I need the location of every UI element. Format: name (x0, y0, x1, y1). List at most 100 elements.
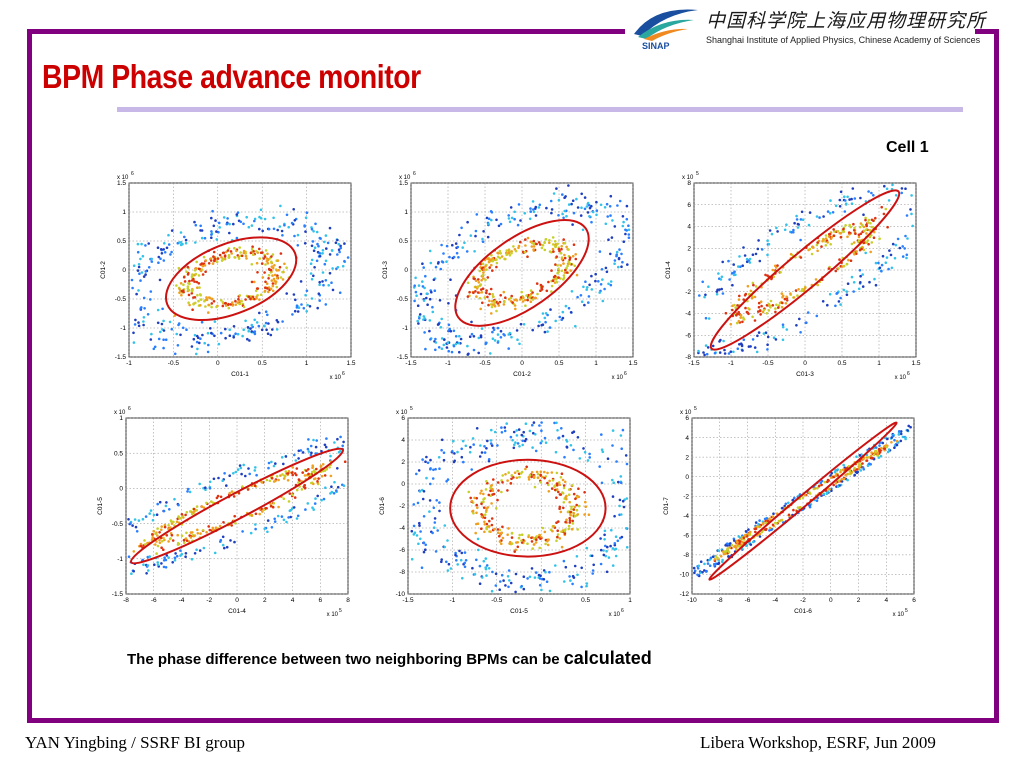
scatter-point (414, 290, 418, 294)
scatter-point (170, 229, 174, 232)
scatter-point (617, 256, 621, 260)
scatter-point (590, 274, 593, 278)
scatter-point (463, 241, 466, 245)
scatter-point (309, 272, 313, 275)
scatter-point (249, 297, 252, 300)
scatter-point (423, 286, 426, 290)
scatter-point (338, 291, 342, 294)
scatter-point (562, 486, 566, 490)
scatter-point (777, 519, 781, 523)
scatter-point (543, 330, 547, 334)
scatter-point (558, 483, 562, 487)
scatter-point (163, 523, 167, 527)
scatter-point (844, 202, 848, 205)
scatter-point (816, 241, 819, 244)
scatter-point (230, 524, 233, 527)
scatter-point (496, 528, 500, 531)
scatter-point (703, 353, 706, 357)
scatter-point (158, 278, 162, 282)
scatter-point (250, 323, 254, 327)
scatter-point (198, 341, 201, 345)
scatter-point (517, 244, 521, 248)
scatter-point (603, 206, 607, 209)
scatter-point (855, 468, 859, 471)
scatter-point (558, 537, 562, 540)
scatter-point (237, 257, 241, 260)
scatter-point (548, 326, 552, 329)
scatter-point (751, 281, 755, 285)
scatter-point (465, 250, 469, 253)
scatter-point (419, 537, 422, 541)
x-axis-label: C01-2 (513, 371, 531, 378)
scatter-point (559, 493, 562, 496)
scatter-point (752, 540, 755, 544)
scatter-point (901, 245, 904, 248)
scatter-point (171, 539, 175, 542)
scatter-point (240, 299, 243, 303)
scatter-point (281, 473, 284, 476)
scatter-point (483, 523, 487, 526)
scatter-point (474, 279, 478, 282)
y-tick-label: -4 (399, 525, 405, 532)
scatter-point (504, 473, 507, 476)
scatter-point (460, 455, 464, 459)
scatter-point (611, 444, 614, 447)
scatter-point (496, 444, 499, 447)
scatter-point (548, 589, 552, 593)
scatter-point (476, 537, 480, 541)
scatter-point (796, 506, 800, 509)
scatter-point (424, 274, 427, 278)
scatter-point (256, 294, 259, 297)
scatter-point (297, 306, 301, 309)
scatter-point (575, 555, 579, 558)
scatter-point (808, 491, 811, 494)
y-tick-label: 0 (119, 486, 123, 493)
scatter-point (293, 453, 296, 457)
scatter-point (506, 479, 509, 482)
scatter-point (860, 247, 863, 251)
scatter-point (312, 249, 316, 252)
scatter-point (323, 240, 326, 244)
scatter-point (850, 197, 853, 201)
scatter-point (580, 206, 583, 209)
scatter-point (263, 217, 267, 221)
scatter-point (314, 497, 317, 500)
scatter-point (577, 495, 581, 499)
scatter-point (254, 527, 257, 531)
scatter-point (698, 571, 702, 574)
scatter-point (265, 328, 268, 332)
scatter-point (533, 475, 536, 478)
scatter-point (538, 583, 542, 587)
scatter-point (481, 301, 484, 305)
scatter-point (538, 320, 541, 324)
scatter-point (205, 296, 208, 299)
scatter-point (321, 249, 325, 252)
scatter-point (193, 333, 197, 337)
scatter-point (473, 496, 476, 500)
scatter-point (272, 227, 276, 231)
scatter-point (511, 438, 514, 442)
scatter-point (229, 303, 233, 306)
scatter-point (557, 270, 560, 274)
scatter-point (426, 303, 429, 306)
scatter-point (857, 239, 861, 242)
scatter-point (431, 477, 435, 480)
scatter-point (439, 326, 443, 329)
scatter-point (527, 535, 530, 539)
scatter-point (571, 582, 574, 586)
scatter-point (808, 247, 812, 251)
scatter-point (310, 297, 314, 300)
scatter-point (310, 227, 314, 231)
scatter-point (142, 323, 145, 327)
scatter-point (866, 221, 870, 224)
scatter-point (525, 465, 528, 469)
scatter-point (202, 255, 206, 259)
scatter-point (848, 198, 851, 201)
scatter-point (167, 243, 171, 246)
scatter-point (808, 505, 812, 509)
scatter-point (510, 532, 514, 535)
scatter-point (155, 552, 158, 555)
scatter-point (781, 301, 784, 305)
scatter-point (909, 208, 912, 211)
scatter-point (496, 481, 500, 484)
